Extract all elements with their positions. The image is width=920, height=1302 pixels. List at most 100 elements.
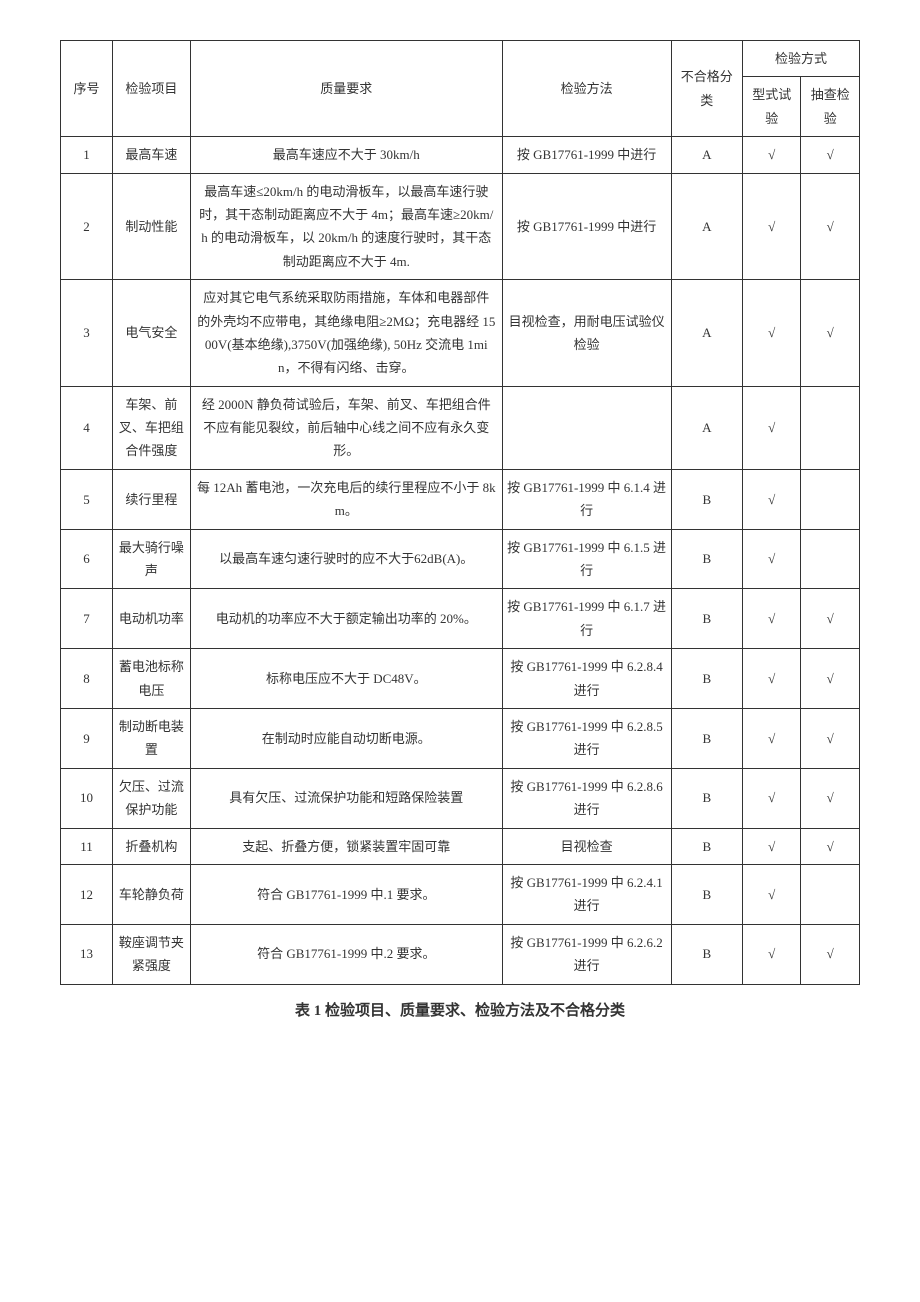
cell-req: 支起、折叠方便，锁紧装置牢固可靠: [190, 828, 502, 864]
cell-req: 符合 GB17761-1999 中.1 要求。: [190, 864, 502, 924]
cell-num: 5: [61, 469, 113, 529]
cell-sample_test: √: [801, 137, 860, 173]
cell-num: 11: [61, 828, 113, 864]
cell-item: 电气安全: [112, 280, 190, 387]
header-method: 检验方法: [502, 41, 671, 137]
cell-cls: A: [671, 137, 742, 173]
table-row: 5续行里程每 12Ah 蓄电池，一次充电后的续行里程应不小于 8km。按 GB1…: [61, 469, 860, 529]
cell-method: 按 GB17761-1999 中 6.2.8.6 进行: [502, 768, 671, 828]
cell-cls: B: [671, 708, 742, 768]
cell-method: 目视检查: [502, 828, 671, 864]
table-header: 序号 检验项目 质量要求 检验方法 不合格分类 检验方式 型式试验 抽查检验: [61, 41, 860, 137]
cell-sample_test: [801, 529, 860, 589]
cell-type_test: √: [743, 280, 801, 387]
header-req: 质量要求: [190, 41, 502, 137]
cell-sample_test: √: [801, 649, 860, 709]
cell-req: 标称电压应不大于 DC48V。: [190, 649, 502, 709]
cell-cls: A: [671, 173, 742, 280]
cell-num: 6: [61, 529, 113, 589]
cell-sample_test: √: [801, 768, 860, 828]
cell-req: 符合 GB17761-1999 中.2 要求。: [190, 924, 502, 984]
table-row: 9制动断电装置在制动时应能自动切断电源。按 GB17761-1999 中 6.2…: [61, 708, 860, 768]
cell-req: 每 12Ah 蓄电池，一次充电后的续行里程应不小于 8km。: [190, 469, 502, 529]
cell-method: [502, 386, 671, 469]
cell-num: 7: [61, 589, 113, 649]
cell-sample_test: √: [801, 828, 860, 864]
header-sample-test: 抽查检验: [801, 77, 860, 137]
cell-num: 4: [61, 386, 113, 469]
table-row: 8蓄电池标称电压标称电压应不大于 DC48V。按 GB17761-1999 中 …: [61, 649, 860, 709]
cell-item: 最大骑行噪声: [112, 529, 190, 589]
table-row: 3电气安全应对其它电气系统采取防雨措施，车体和电器部件的外壳均不应带电，其绝缘电…: [61, 280, 860, 387]
cell-method: 目视检查，用耐电压试验仪检验: [502, 280, 671, 387]
cell-sample_test: √: [801, 924, 860, 984]
cell-num: 1: [61, 137, 113, 173]
cell-type_test: √: [743, 924, 801, 984]
cell-method: 按 GB17761-1999 中进行: [502, 137, 671, 173]
cell-type_test: √: [743, 649, 801, 709]
cell-item: 车架、前叉、车把组合件强度: [112, 386, 190, 469]
header-type-test: 型式试验: [743, 77, 801, 137]
table-row: 11折叠机构支起、折叠方便，锁紧装置牢固可靠目视检查B√√: [61, 828, 860, 864]
cell-sample_test: √: [801, 708, 860, 768]
cell-num: 8: [61, 649, 113, 709]
cell-type_test: √: [743, 708, 801, 768]
cell-cls: B: [671, 924, 742, 984]
cell-sample_test: [801, 864, 860, 924]
table-row: 1最高车速最高车速应不大于 30km/h按 GB17761-1999 中进行A√…: [61, 137, 860, 173]
cell-sample_test: √: [801, 589, 860, 649]
header-num: 序号: [61, 41, 113, 137]
cell-type_test: √: [743, 864, 801, 924]
table-body: 1最高车速最高车速应不大于 30km/h按 GB17761-1999 中进行A√…: [61, 137, 860, 984]
cell-cls: A: [671, 280, 742, 387]
cell-num: 3: [61, 280, 113, 387]
cell-type_test: √: [743, 173, 801, 280]
cell-item: 制动断电装置: [112, 708, 190, 768]
table-row: 12车轮静负荷符合 GB17761-1999 中.1 要求。按 GB17761-…: [61, 864, 860, 924]
cell-req: 电动机的功率应不大于额定输出功率的 20%。: [190, 589, 502, 649]
cell-method: 按 GB17761-1999 中 6.1.4 进行: [502, 469, 671, 529]
cell-type_test: √: [743, 828, 801, 864]
cell-item: 车轮静负荷: [112, 864, 190, 924]
cell-cls: B: [671, 828, 742, 864]
cell-cls: B: [671, 589, 742, 649]
cell-method: 按 GB17761-1999 中 6.2.8.4 进行: [502, 649, 671, 709]
cell-type_test: √: [743, 589, 801, 649]
cell-method: 按 GB17761-1999 中 6.1.5 进行: [502, 529, 671, 589]
cell-req: 应对其它电气系统采取防雨措施，车体和电器部件的外壳均不应带电，其绝缘电阻≥2MΩ…: [190, 280, 502, 387]
cell-sample_test: [801, 469, 860, 529]
cell-sample_test: [801, 386, 860, 469]
cell-num: 13: [61, 924, 113, 984]
cell-req: 最高车速应不大于 30km/h: [190, 137, 502, 173]
cell-method: 按 GB17761-1999 中 6.2.4.1 进行: [502, 864, 671, 924]
table-caption: 表 1 检验项目、质量要求、检验方法及不合格分类: [60, 999, 860, 1020]
cell-req: 以最高车速匀速行驶时的应不大于62dB(A)。: [190, 529, 502, 589]
cell-type_test: √: [743, 768, 801, 828]
table-row: 13鞍座调节夹紧强度符合 GB17761-1999 中.2 要求。按 GB177…: [61, 924, 860, 984]
cell-cls: B: [671, 864, 742, 924]
cell-cls: A: [671, 386, 742, 469]
table-row: 4车架、前叉、车把组合件强度经 2000N 静负荷试验后，车架、前叉、车把组合件…: [61, 386, 860, 469]
cell-num: 10: [61, 768, 113, 828]
cell-item: 欠压、过流保护功能: [112, 768, 190, 828]
cell-req: 具有欠压、过流保护功能和短路保险装置: [190, 768, 502, 828]
table-row: 6最大骑行噪声以最高车速匀速行驶时的应不大于62dB(A)。按 GB17761-…: [61, 529, 860, 589]
cell-req: 在制动时应能自动切断电源。: [190, 708, 502, 768]
cell-type_test: √: [743, 529, 801, 589]
header-cls: 不合格分类: [671, 41, 742, 137]
cell-num: 2: [61, 173, 113, 280]
cell-item: 电动机功率: [112, 589, 190, 649]
cell-method: 按 GB17761-1999 中 6.1.7 进行: [502, 589, 671, 649]
cell-sample_test: √: [801, 280, 860, 387]
table-row: 2制动性能最高车速≤20km/h 的电动滑板车，以最高车速行驶时，其干态制动距离…: [61, 173, 860, 280]
cell-req: 最高车速≤20km/h 的电动滑板车，以最高车速行驶时，其干态制动距离应不大于 …: [190, 173, 502, 280]
cell-type_test: √: [743, 137, 801, 173]
cell-item: 续行里程: [112, 469, 190, 529]
cell-cls: B: [671, 649, 742, 709]
cell-cls: B: [671, 529, 742, 589]
cell-item: 蓄电池标称电压: [112, 649, 190, 709]
cell-method: 按 GB17761-1999 中 6.2.8.5 进行: [502, 708, 671, 768]
cell-method: 按 GB17761-1999 中 6.2.6.2 进行: [502, 924, 671, 984]
header-item: 检验项目: [112, 41, 190, 137]
cell-sample_test: √: [801, 173, 860, 280]
